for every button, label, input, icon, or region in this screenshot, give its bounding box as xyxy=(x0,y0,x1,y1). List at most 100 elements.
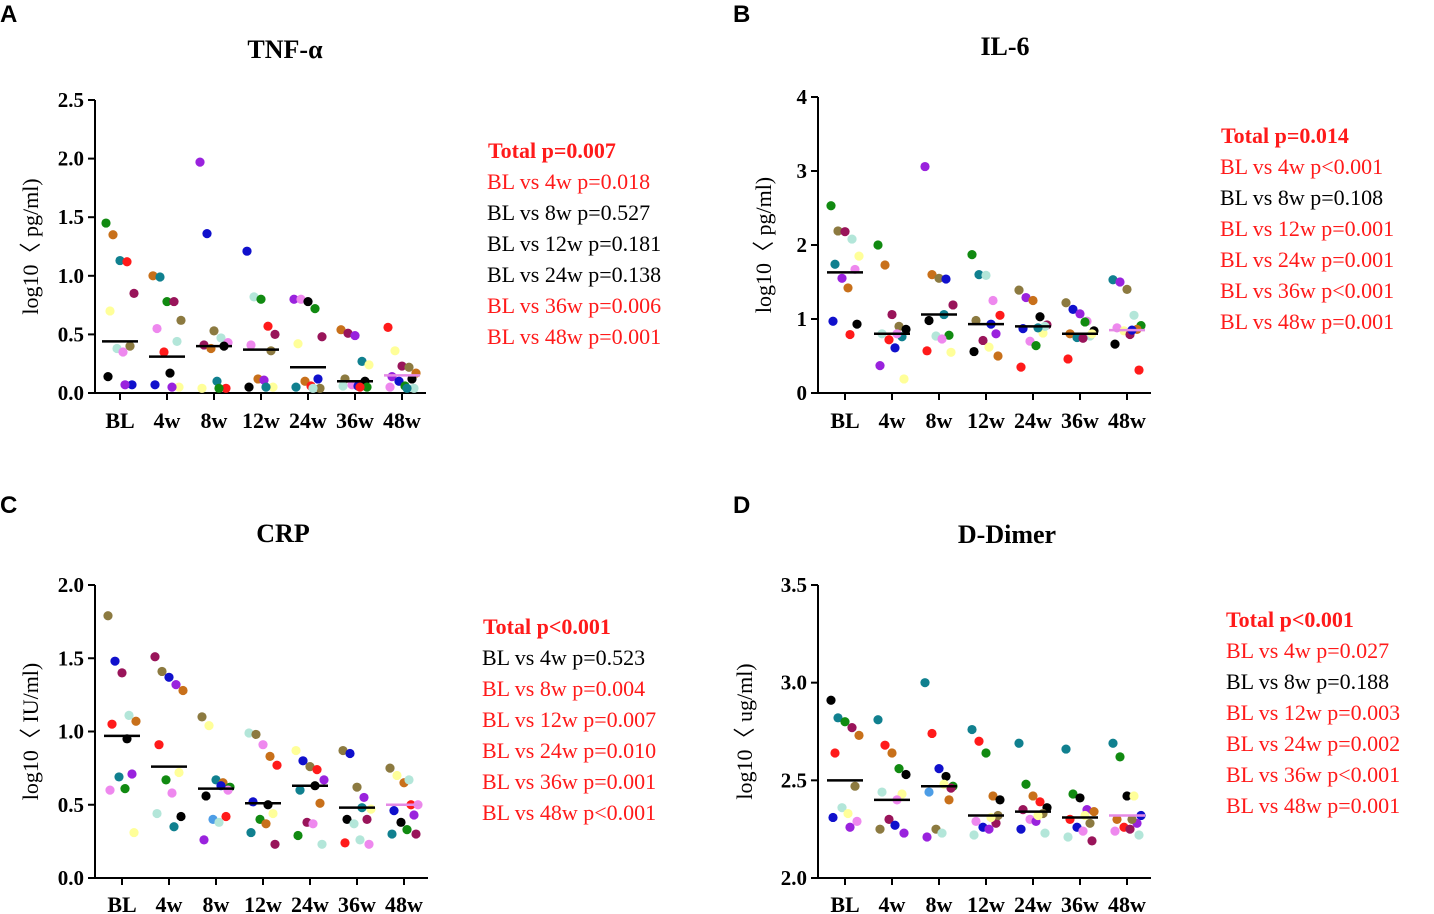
data-point xyxy=(124,710,134,720)
x-tick-label: 36w xyxy=(338,892,376,914)
x-tick-label: 8w xyxy=(201,408,228,433)
data-point xyxy=(101,218,111,228)
data-point xyxy=(934,273,944,283)
data-point xyxy=(934,764,944,774)
data-point xyxy=(944,795,954,805)
data-point xyxy=(1021,292,1031,303)
data-point xyxy=(303,296,313,307)
data-point xyxy=(974,270,984,280)
data-point xyxy=(261,819,271,829)
y-tick-label: 2.0 xyxy=(58,573,84,597)
x-tick-label: BL xyxy=(830,892,859,914)
data-point xyxy=(988,791,998,801)
data-point xyxy=(852,816,862,826)
y-tick-label: 3.0 xyxy=(781,671,807,695)
x-tick-label: 8w xyxy=(926,408,953,433)
data-point xyxy=(291,382,301,392)
data-point xyxy=(248,797,258,807)
data-point xyxy=(295,785,305,795)
data-point xyxy=(390,346,400,356)
data-point xyxy=(167,788,177,798)
data-point xyxy=(1085,818,1095,828)
data-point xyxy=(129,288,139,298)
data-point xyxy=(350,330,360,341)
comparison-p-value: BL vs 8w p=0.188 xyxy=(1226,669,1389,694)
panel-b: B IL-6 log10〈 pg/ml) 0 1 2 3 4 BL 4w 8w 12w 24w 36w 48… xyxy=(733,1,1394,433)
data-point xyxy=(385,382,395,392)
y-tick-label: 4 xyxy=(797,85,808,109)
x-tick-label: 12w xyxy=(967,408,1005,433)
data-point xyxy=(108,230,118,240)
y-tick-label: 1.0 xyxy=(58,720,84,744)
data-point xyxy=(270,839,280,849)
data-point xyxy=(293,830,303,841)
data-point xyxy=(1033,810,1043,821)
x-tick-label: 12w xyxy=(244,892,282,914)
data-point xyxy=(340,838,350,848)
chart-title: IL-6 xyxy=(980,32,1029,61)
panel-c: C CRP log10〈 IU/ml) 0.0 0.5 1.0 1.5 2.0 BL 4w 8w 12… xyxy=(0,492,656,914)
panel-letter: B xyxy=(733,1,750,28)
data-point xyxy=(404,362,414,372)
comparison-p-value: BL vs 36w p<0.001 xyxy=(1226,762,1400,787)
data-point xyxy=(176,315,186,325)
x-tick-label: BL xyxy=(107,892,136,914)
data-point xyxy=(338,381,348,391)
data-point xyxy=(305,762,315,772)
y-tick-label: 0.0 xyxy=(58,866,84,890)
data-point xyxy=(387,829,397,839)
x-tick-label: 36w xyxy=(1061,892,1099,914)
data-point xyxy=(1018,805,1028,815)
data-point xyxy=(880,740,890,750)
data-point xyxy=(265,751,275,762)
data-point xyxy=(873,715,883,725)
data-point xyxy=(937,828,947,838)
data-point xyxy=(901,769,911,780)
data-point xyxy=(971,816,981,826)
data-point xyxy=(167,382,177,392)
chart-title: TNF-α xyxy=(247,35,323,64)
x-tick-label: 12w xyxy=(242,408,280,433)
data-point xyxy=(833,713,843,723)
data-point xyxy=(313,374,323,384)
data-point xyxy=(199,835,209,845)
data-point xyxy=(847,234,857,244)
data-point xyxy=(1063,354,1073,364)
data-point xyxy=(843,808,853,819)
data-point xyxy=(105,306,115,316)
data-point xyxy=(1035,312,1045,322)
comparison-p-value: BL vs 8w p=0.527 xyxy=(487,200,650,225)
data-point xyxy=(345,748,355,759)
data-point xyxy=(875,361,885,371)
data-point xyxy=(150,652,160,662)
data-point xyxy=(272,760,282,770)
data-point xyxy=(1028,295,1038,306)
data-point xyxy=(165,368,175,378)
data-point xyxy=(922,832,932,842)
data-point xyxy=(967,724,977,735)
data-point xyxy=(308,383,318,393)
y-tick-label: 2.5 xyxy=(781,768,807,792)
data-point xyxy=(847,722,857,733)
data-point xyxy=(155,272,165,282)
data-point xyxy=(941,274,951,284)
panel-letter: D xyxy=(733,492,750,519)
y-tick-label: 2.0 xyxy=(58,147,84,171)
data-point xyxy=(978,335,988,346)
data-point xyxy=(169,822,179,832)
data-point xyxy=(169,296,179,307)
data-point xyxy=(244,382,254,392)
data-point xyxy=(988,295,998,306)
data-point xyxy=(887,748,897,758)
data-point xyxy=(362,382,372,392)
data-point xyxy=(1065,814,1075,825)
data-point xyxy=(214,817,224,827)
data-point xyxy=(845,329,855,340)
data-point xyxy=(246,827,256,838)
data-point xyxy=(396,817,406,827)
data-point xyxy=(268,808,278,819)
x-tick-label: 24w xyxy=(1014,408,1052,433)
comparison-p-value: BL vs 4w p=0.027 xyxy=(1226,638,1389,663)
data-point xyxy=(107,719,117,729)
data-point xyxy=(357,356,367,366)
